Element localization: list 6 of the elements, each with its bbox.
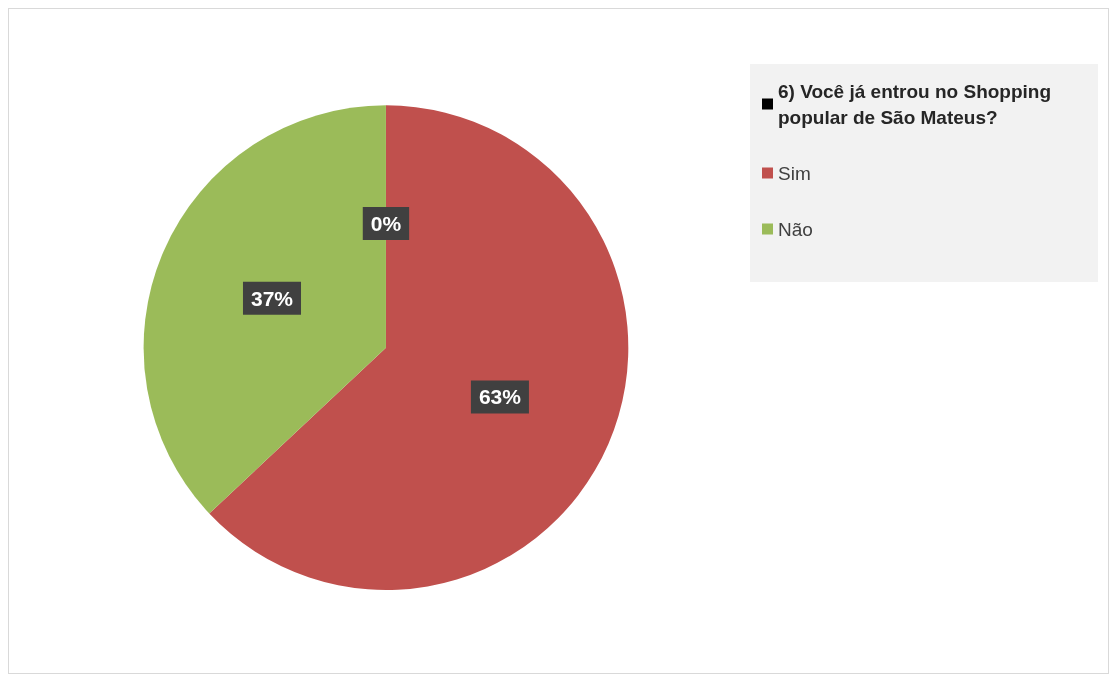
data-label: 37% (250, 286, 294, 310)
data-label: 63% (478, 385, 522, 409)
legend-label: 6) Você já entrou no Shopping popular de São Mateus? (778, 80, 1057, 128)
legend-label: Sim (778, 162, 811, 184)
text: 0% (370, 211, 402, 235)
legend-label: Não (778, 218, 813, 240)
